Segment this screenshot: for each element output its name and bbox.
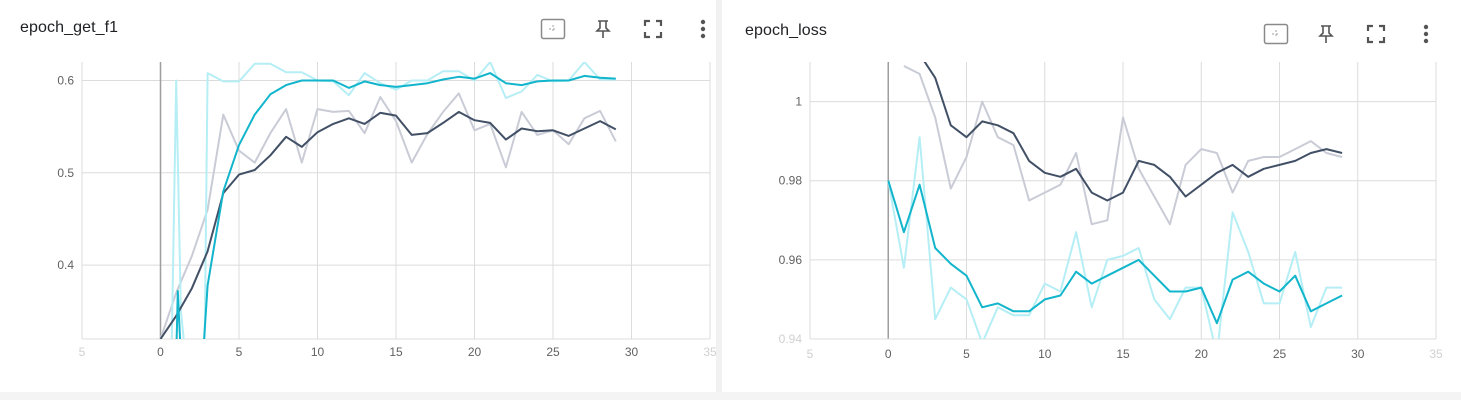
x-tick-label: 15 [389,345,403,359]
chart-plot-epoch-get-f1[interactable]: 5 0 5 10 15 20 25 30 35 0.4 0.5 0.6 [0,0,716,392]
x-tick-label: 5 [963,347,970,361]
x-tick-label: 5 [79,345,86,359]
pin-icon [595,20,611,38]
pin-button[interactable] [1313,21,1339,47]
y-tick-label: 1 [795,95,802,109]
x-tick-label: 25 [546,345,560,359]
x-tick-label: 10 [311,345,325,359]
x-tick-label: 15 [1116,347,1130,361]
x-tick-label: 35 [703,345,716,359]
x-tick-label: 20 [468,345,482,359]
fit-domain-button[interactable] [1263,21,1289,47]
x-tick-label: 0 [157,345,164,359]
y-tick-label: 0.94 [779,332,803,346]
grid [81,62,711,340]
series-line-train-raw[interactable] [903,65,1343,226]
series-line-train-raw[interactable] [159,92,617,339]
series-group [159,62,617,358]
x-tick-label: 25 [1273,347,1287,361]
x-tick-label: 20 [1195,347,1209,361]
series-line-train-smoothed[interactable] [920,54,1343,202]
chart-card-epoch-get-f1: 5 0 5 10 15 20 25 30 35 0.4 0.5 0.6 epoch_get_f1 [0,0,722,392]
chart-card-epoch-loss: 5 0 5 10 15 20 25 30 35 0.94 0.96 0.98 1 epoch_loss [728,0,1461,392]
pin-button[interactable] [590,16,616,42]
more-vert-icon [700,19,706,39]
grid [809,62,1437,340]
series-line-val-smoothed[interactable] [887,180,1343,325]
series-line-val-raw[interactable] [160,62,616,358]
more-options-button[interactable] [1413,21,1439,47]
pin-icon [1318,25,1334,43]
x-tick-label: 0 [885,347,892,361]
more-options-button[interactable] [690,16,716,42]
fullscreen-button[interactable] [640,16,666,42]
chart-title: epoch_get_f1 [20,19,119,36]
x-tick-label: 30 [625,345,639,359]
series-line-val-smoothed[interactable] [175,72,616,357]
chart-plot-epoch-loss[interactable]: 5 0 5 10 15 20 25 30 35 0.94 0.96 0.98 1 [728,0,1461,392]
y-tick-label: 0.98 [779,174,803,188]
x-tick-label: 35 [1429,347,1443,361]
y-tick-label: 0.5 [57,166,74,180]
x-tick-label: 30 [1351,347,1365,361]
chart-toolbar [540,16,716,42]
series-group [887,54,1343,355]
x-tick-label: 5 [236,345,243,359]
fullscreen-icon [643,19,663,39]
more-vert-icon [1423,24,1429,44]
y-tick-label: 0.6 [57,73,74,87]
fit-domain-icon [1263,23,1289,45]
y-tick-label: 0.4 [57,258,74,272]
y-tick-label: 0.96 [779,253,803,267]
fullscreen-icon [1366,24,1386,44]
fit-domain-button[interactable] [540,16,566,42]
bottom-strip [0,392,1461,400]
x-tick-label: 10 [1038,347,1052,361]
chart-toolbar [1263,21,1439,47]
series-line-val-raw[interactable] [887,136,1343,355]
fullscreen-button[interactable] [1363,21,1389,47]
series-line-train-smoothed[interactable] [159,110,617,339]
x-tick-label: 5 [807,347,814,361]
chart-title: epoch_loss [745,22,827,39]
fit-domain-icon [540,18,566,40]
